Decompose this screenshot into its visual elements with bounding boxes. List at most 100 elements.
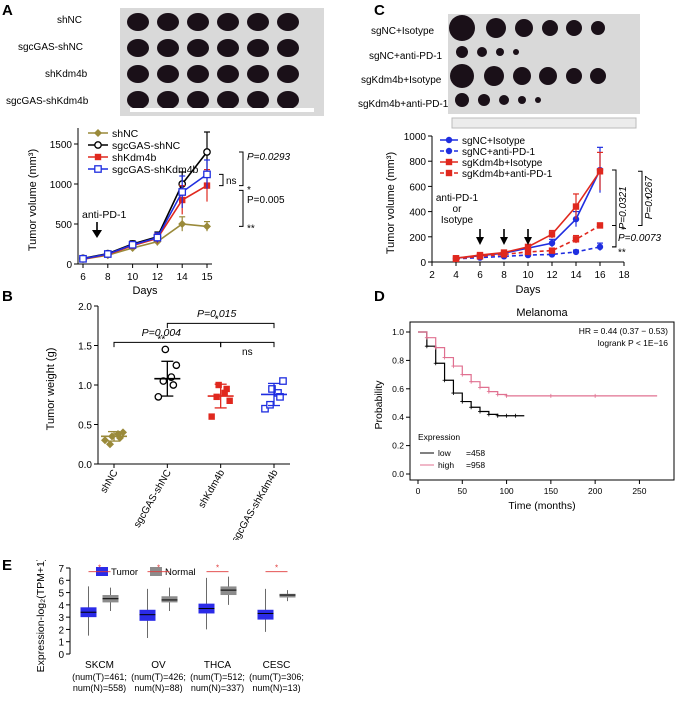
tumor (127, 91, 149, 109)
y-tick-label: 3 (58, 613, 64, 624)
data-point (169, 381, 178, 389)
data-point (161, 345, 170, 354)
category-note: num(N)=337) (191, 683, 244, 693)
y-tick-label: 200 (409, 233, 426, 244)
chart-title: Melanoma (516, 307, 568, 319)
tumor (127, 65, 149, 83)
data-point (128, 240, 137, 249)
tumor (247, 65, 269, 83)
tumor (277, 91, 299, 109)
significance-star: ** (247, 224, 255, 235)
photo-a-row-label: sgcGAS-shKdm4b (6, 96, 89, 107)
significance-ns: ns (226, 176, 237, 187)
data-point (103, 250, 112, 258)
box (257, 609, 274, 620)
legend-marker (94, 165, 102, 173)
data-point (172, 361, 181, 370)
tumor (157, 39, 179, 57)
bracket (638, 170, 643, 226)
data-point (101, 436, 109, 445)
data-point (276, 393, 284, 401)
category-note: num(N)=13) (252, 683, 300, 693)
category-label: CESC (263, 660, 291, 671)
y-tick-label: 0 (66, 260, 72, 271)
data-point (596, 222, 604, 229)
x-tick-label: sgcGAS-shNC (132, 468, 174, 530)
tumor (157, 91, 179, 109)
x-tick-label: 200 (588, 486, 602, 496)
ruler (130, 108, 314, 112)
legend-label: sgNC+Isotype (462, 136, 526, 147)
y-tick-label: 1000 (50, 180, 73, 191)
data-point (153, 233, 162, 242)
data-point (548, 239, 556, 247)
censor-mark (451, 364, 456, 369)
legend-label: sgcGAS-shNC (112, 140, 181, 152)
tumor-photo-a (120, 8, 324, 116)
tumor (217, 39, 239, 57)
category-label: SKCM (85, 660, 114, 671)
x-tick-label: 10 (522, 270, 534, 281)
p-value: P=0.0293 (247, 152, 291, 163)
legend-marker (94, 129, 102, 137)
bracket (612, 169, 617, 248)
significance-ns: ns (242, 347, 253, 358)
category-note: num(N)=558) (73, 683, 126, 693)
tumor (187, 13, 209, 31)
panel-label-b: B (2, 288, 13, 305)
censor-mark (593, 393, 598, 398)
censor-mark (548, 393, 553, 398)
y-tick-label: 800 (409, 157, 426, 168)
censor-mark (504, 413, 509, 418)
y-tick-label: 4 (58, 601, 64, 612)
tumor (277, 13, 299, 31)
censor-mark (442, 378, 447, 383)
data-point (266, 400, 274, 409)
y-tick-label: 500 (55, 220, 72, 231)
censor-mark (478, 409, 482, 414)
data-point (572, 248, 580, 256)
bracket (166, 322, 275, 329)
censor-mark (495, 413, 500, 418)
y-axis-label: Tumor volume (mm³) (385, 152, 397, 254)
plot-frame (409, 321, 675, 481)
tumor (566, 68, 582, 84)
annotation-treatment: anti-PD-1 (436, 193, 479, 204)
legend-marker (94, 153, 102, 161)
x-axis-label: Days (132, 285, 158, 297)
censor-mark (504, 393, 509, 398)
x-tick-label: 150 (544, 486, 558, 496)
significance-star: ** (157, 335, 165, 346)
photo-a-row-label: sgcGAS-shNC (18, 42, 84, 53)
legend-label: Tumor (111, 567, 138, 578)
legend-label: Normal (165, 567, 196, 578)
x-tick-label: 15 (201, 272, 213, 283)
x-tick-label: sgcGAS-shKdm4b (230, 468, 281, 540)
p-value: P=0.0073 (618, 233, 662, 244)
censor-mark (495, 392, 500, 397)
legend-label: high (438, 460, 454, 470)
x-tick-label: 50 (458, 486, 468, 496)
x-tick-label: 8 (105, 272, 111, 283)
x-tick-label: 4 (453, 270, 459, 281)
x-tick-label: 14 (177, 272, 189, 283)
x-tick-label: 12 (152, 272, 164, 283)
legend-marker (94, 141, 102, 149)
tumor (513, 67, 531, 85)
y-tick-label: 1.0 (78, 381, 92, 392)
p-value: P=0.0267 (644, 176, 655, 220)
category-note: num(N)=88) (134, 683, 182, 693)
tumor (127, 39, 149, 57)
significance-star: * (275, 564, 278, 573)
y-tick-label: 1.0 (392, 327, 404, 337)
data-point (452, 255, 460, 263)
tumor (247, 91, 269, 109)
y-axis-label: Tumor weight (g) (45, 348, 57, 431)
p-value: P=0.0321 (618, 186, 629, 229)
x-axis-label: Days (515, 284, 541, 296)
tumor (187, 39, 209, 57)
category-note: (num(T)=512; (190, 672, 245, 682)
panel-label-d: D (374, 288, 385, 305)
data-point (596, 168, 604, 175)
tumor (477, 47, 487, 57)
